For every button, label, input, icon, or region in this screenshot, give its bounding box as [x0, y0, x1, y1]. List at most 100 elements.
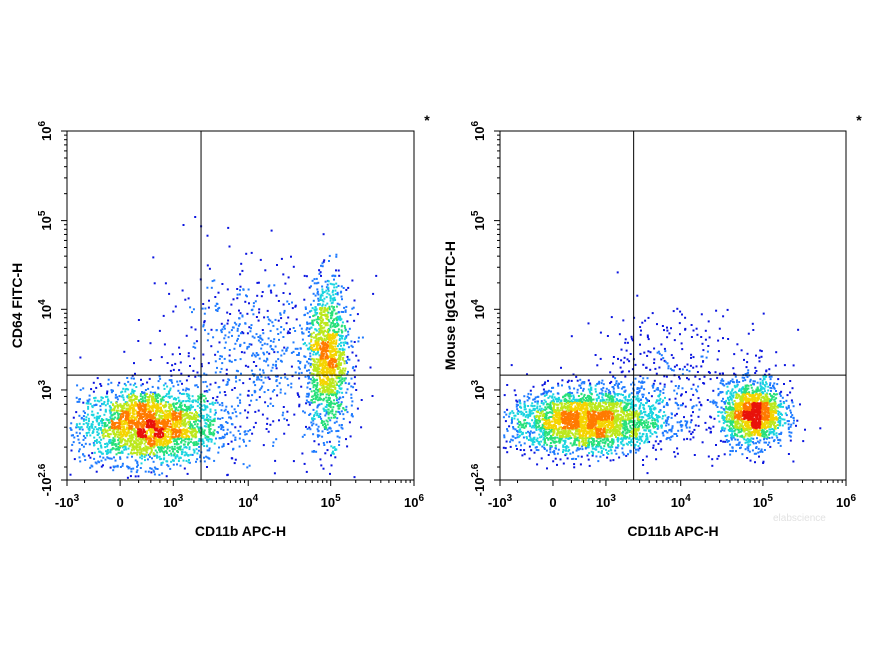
event-dot [292, 341, 295, 344]
event-dot [353, 299, 356, 302]
event-dot [266, 417, 269, 420]
event-dot [109, 457, 111, 460]
event-dot [143, 430, 146, 433]
event-dot [157, 410, 160, 413]
event-dot [319, 329, 321, 331]
event-dot [314, 368, 316, 371]
event-dot [372, 292, 375, 295]
event-dot [347, 370, 349, 373]
event-dot [158, 417, 161, 420]
event-dot [167, 453, 170, 456]
event-dot [353, 476, 356, 479]
event-dot [262, 381, 265, 384]
event-dot [125, 416, 127, 419]
event-dot [148, 414, 150, 417]
event-dot [124, 446, 127, 449]
event-dot [205, 438, 208, 441]
event-dot [234, 342, 237, 345]
event-dot [298, 377, 301, 380]
event-dot [131, 406, 134, 409]
event-dot [320, 314, 323, 317]
event-dot [332, 363, 335, 366]
event-dot [322, 368, 325, 371]
event-dot [188, 461, 191, 464]
event-dot [196, 442, 199, 445]
event-dot [238, 379, 241, 382]
event-dot [596, 364, 599, 367]
event-dot [319, 377, 321, 380]
event-dot [77, 426, 80, 429]
event-dot [133, 441, 136, 444]
event-dot [217, 386, 220, 389]
event-dot [90, 423, 93, 426]
event-dot [567, 379, 570, 382]
event-dot [170, 432, 173, 435]
event-dot [270, 291, 273, 294]
event-dot [327, 336, 330, 339]
event-dot [168, 439, 170, 442]
event-dot [187, 430, 190, 433]
event-dot [247, 288, 250, 291]
event-dot [701, 441, 704, 444]
event-dot [183, 443, 186, 446]
event-dot [570, 379, 573, 382]
event-dot [322, 379, 325, 382]
event-dot [212, 423, 215, 426]
event-dot [239, 432, 242, 435]
event-dot [663, 347, 666, 350]
event-dot [152, 443, 155, 446]
event-dot [324, 314, 327, 317]
event-dot [93, 436, 96, 439]
event-dot [347, 286, 350, 289]
event-dot [154, 438, 157, 441]
event-dot [341, 380, 344, 383]
event-dot [335, 342, 338, 345]
event-dot [141, 421, 144, 423]
event-dot [552, 386, 555, 389]
event-dot [171, 424, 174, 427]
event-dot [119, 438, 122, 441]
event-dot [722, 440, 725, 443]
event-dot [176, 418, 179, 421]
event-dot [111, 443, 114, 446]
event-dot [313, 365, 316, 368]
event-dot [208, 267, 211, 270]
event-dot [137, 433, 140, 436]
event-dot [173, 430, 176, 433]
event-dot [316, 366, 319, 369]
event-dot [164, 282, 167, 285]
event-dot [310, 399, 313, 402]
event-dot [673, 451, 676, 454]
event-dot [148, 439, 151, 442]
event-dot [298, 395, 301, 398]
event-dot [324, 361, 326, 364]
event-dot [147, 401, 149, 404]
event-dot [154, 449, 157, 452]
event-dot [680, 393, 683, 396]
event-dot [187, 423, 190, 426]
event-dot [200, 414, 203, 417]
event-dot [173, 439, 176, 442]
event-dot [158, 430, 161, 433]
event-dot [185, 428, 188, 431]
event-dot [261, 413, 264, 416]
event-dot [297, 393, 300, 396]
event-dot [152, 435, 155, 438]
event-dot [187, 441, 190, 444]
event-dot [120, 406, 123, 408]
event-dot [235, 323, 238, 326]
event-dot [189, 425, 191, 428]
event-dot [249, 330, 252, 333]
event-dot [115, 425, 118, 428]
event-dot [107, 378, 110, 381]
event-dot [166, 423, 169, 426]
event-dot [320, 393, 323, 395]
event-dot [82, 423, 85, 426]
event-dot [572, 373, 575, 376]
event-dot [78, 400, 81, 403]
event-dot [146, 413, 149, 416]
event-dot [239, 343, 242, 346]
event-dot [155, 454, 158, 457]
event-dot [323, 314, 325, 316]
event-dot [194, 433, 197, 436]
